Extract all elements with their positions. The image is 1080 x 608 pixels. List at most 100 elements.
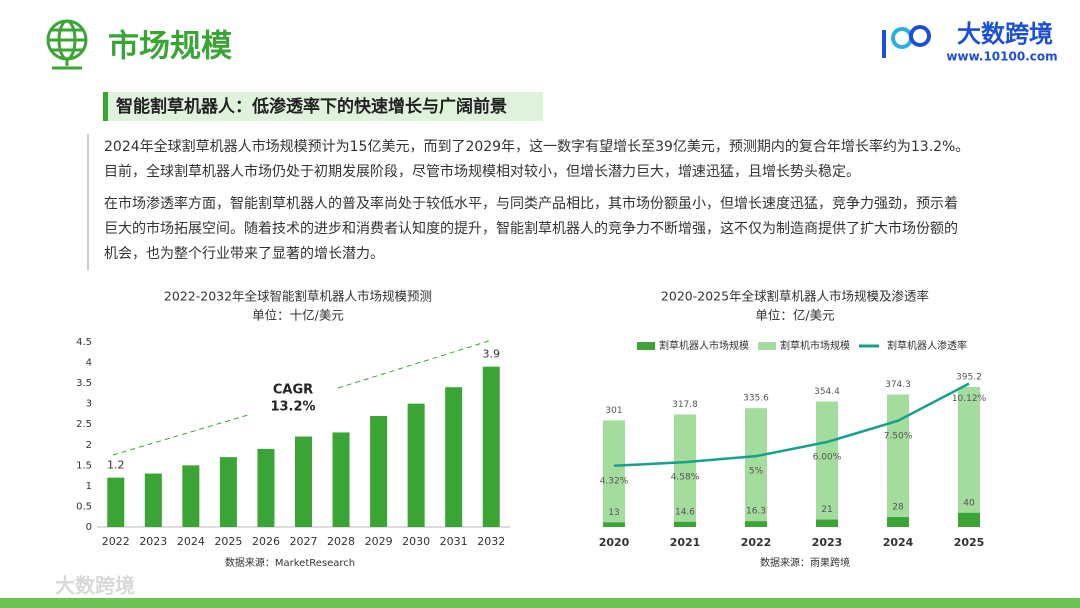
bar [816,401,838,527]
bar [603,420,625,527]
chart-subtitle: 单位：十亿/美元 [252,308,344,323]
value-label: 374.3 [885,380,911,390]
annotation: CAGR [273,383,313,398]
y-tick-label: 1 [86,481,92,492]
value-label: 301 [605,406,622,416]
bar [370,416,388,527]
bar [407,403,425,527]
paragraph-line: 2024年全球割草机器人市场规模预计为15亿美元，而到了2029年，这一数字有望… [104,138,969,155]
watermark: 大数跨境 [55,574,135,598]
y-tick-label: 1.5 [76,460,92,471]
banner-text: 智能割草机器人：低渗透率下的快速增长与广阔前景 [116,96,507,117]
bar [332,432,350,527]
value-label: 3.9 [482,348,500,361]
bar [295,436,312,527]
x-tick-label: 2030 [402,535,430,548]
x-tick-label: 2024 [883,536,914,549]
bar [144,473,162,527]
bar [445,387,463,527]
y-tick-label: 2.5 [76,419,92,430]
y-tick-label: 4 [86,358,92,369]
bar [257,448,275,527]
logo-url: www.10100.com [946,50,1057,64]
bar [482,366,500,527]
bar [219,457,237,527]
value-label: 6.00% [813,453,842,463]
y-tick-label: 3 [86,399,92,410]
value-label: 395.2 [956,373,982,383]
value-label: 21 [821,505,832,515]
x-tick-label: 2023 [812,536,843,549]
bar [674,414,696,527]
annotation: 13.2% [270,400,315,415]
legend-swatch [637,342,655,350]
legend-swatch [758,342,776,350]
paragraph-line: 巨大的市场拓展空间。随着技术的进步和消费者认知度的提升，智能割草机器人的竞争力不… [104,220,958,237]
logo-text: 大数跨境 [957,20,1053,48]
source: 数据来源：雨果跨境 [760,556,850,569]
bar [958,512,980,527]
x-tick-label: 2022 [741,536,772,549]
bar [816,519,838,527]
x-tick-label: 2027 [290,535,318,548]
source: 数据来源：MarketResearch [225,556,355,569]
legend-label: 割草机市场规模 [780,339,850,352]
value-label: 1.2 [107,459,125,472]
value-label: 4.32% [600,476,629,486]
x-tick-label: 2024 [177,535,205,548]
bar [745,521,767,527]
value-label: 354.4 [814,387,840,397]
y-tick-label: 3.5 [76,378,92,389]
chart-title: 2022-2032年全球智能割草机器人市场规模预测 [164,289,432,304]
page-title: 市场规模 [108,29,232,65]
footer-bar [0,598,1080,608]
cagr-arrow [112,414,249,456]
x-tick-label: 2023 [139,535,167,548]
x-tick-label: 2031 [440,535,468,548]
chart-subtitle: 单位：亿/美元 [755,308,834,323]
banner-bg [103,92,543,121]
value-label: 10.12% [952,394,987,404]
value-label: 5% [749,467,764,477]
value-label: 13 [608,508,619,518]
x-tick-label: 2032 [477,535,505,548]
x-tick-label: 2020 [599,536,630,549]
bar [887,517,909,527]
paragraphs: 2024年全球割草机器人市场规模预计为15亿美元，而到了2029年，这一数字有望… [104,138,969,262]
paragraph-line: 在市场渗透率方面，智能割草机器人的普及率尚处于较低水平，与同类产品相比，其市场份… [104,195,958,212]
value-label: 40 [963,498,975,508]
x-tick-label: 2026 [252,535,280,548]
x-tick-label: 2029 [365,535,393,548]
bar [182,465,200,527]
banner-accent [103,92,108,121]
globe-icon [46,19,88,70]
legend-label: 割草机器人市场规模 [659,339,749,352]
bar [107,477,125,527]
value-label: 4.58% [671,473,700,483]
line [613,382,970,468]
value-label: 14.6 [675,507,695,517]
bar [745,408,767,527]
x-tick-label: 2028 [327,535,355,548]
paragraph-line: 目前，全球割草机器人市场仍处于初期发展阶段，尽管市场规模相对较小，但增长潜力巨大… [104,163,860,180]
x-tick-label: 2025 [214,535,242,548]
cagr-arrow [337,339,493,389]
bar [674,521,696,527]
logo-mark [882,25,931,58]
bar [887,394,909,527]
value-label: 335.6 [743,394,769,404]
value-label: 16.3 [746,507,766,517]
x-tick-label: 2022 [102,535,130,548]
y-tick-label: 2 [86,440,92,451]
y-tick-label: 4.5 [76,337,92,348]
x-tick-label: 2021 [670,536,701,549]
y-tick-label: 0.5 [76,501,92,512]
bar [958,387,980,527]
legend-label: 割草机器人渗透率 [887,339,967,352]
bar [603,522,625,527]
chart-title: 2020-2025年全球割草机器人市场规模及渗透率 [661,289,929,304]
value-label: 317.8 [672,400,698,410]
paragraph-line: 机会，也为整个行业带来了显著的增长潜力。 [104,246,384,262]
